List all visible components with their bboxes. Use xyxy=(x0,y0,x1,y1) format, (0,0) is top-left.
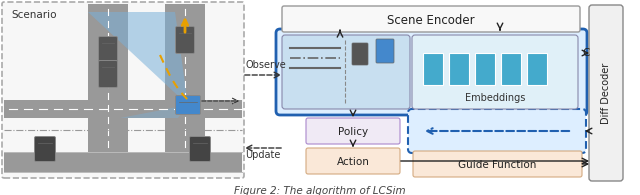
Text: Figure 2: The algorithm of LCSim: Figure 2: The algorithm of LCSim xyxy=(234,186,406,195)
Bar xyxy=(4,100,242,118)
Text: Guide Function: Guide Function xyxy=(458,160,537,170)
FancyBboxPatch shape xyxy=(413,151,582,177)
Polygon shape xyxy=(120,105,188,118)
FancyBboxPatch shape xyxy=(175,27,195,53)
Text: Update: Update xyxy=(245,150,280,160)
FancyBboxPatch shape xyxy=(408,109,586,153)
Text: Action: Action xyxy=(337,157,369,167)
FancyBboxPatch shape xyxy=(527,53,547,85)
FancyBboxPatch shape xyxy=(2,2,244,178)
FancyBboxPatch shape xyxy=(175,96,200,114)
FancyBboxPatch shape xyxy=(306,118,400,144)
FancyBboxPatch shape xyxy=(412,35,578,109)
Text: Diff Decoder: Diff Decoder xyxy=(601,62,611,124)
FancyBboxPatch shape xyxy=(423,53,443,85)
Polygon shape xyxy=(88,12,188,105)
FancyBboxPatch shape xyxy=(376,39,394,63)
FancyBboxPatch shape xyxy=(449,53,469,85)
Text: Scenario: Scenario xyxy=(11,10,56,20)
Bar xyxy=(88,4,128,152)
Text: C: C xyxy=(582,48,589,58)
Text: Observe: Observe xyxy=(245,60,285,70)
Text: Embeddings: Embeddings xyxy=(465,93,525,103)
FancyBboxPatch shape xyxy=(35,136,56,161)
FancyBboxPatch shape xyxy=(352,43,368,65)
FancyBboxPatch shape xyxy=(276,29,587,115)
FancyBboxPatch shape xyxy=(475,53,495,85)
FancyBboxPatch shape xyxy=(189,136,211,161)
FancyBboxPatch shape xyxy=(501,53,521,85)
FancyBboxPatch shape xyxy=(99,36,118,64)
FancyBboxPatch shape xyxy=(306,148,400,174)
FancyBboxPatch shape xyxy=(282,35,410,109)
FancyBboxPatch shape xyxy=(282,6,580,32)
FancyBboxPatch shape xyxy=(99,60,118,88)
Text: Policy: Policy xyxy=(338,127,368,137)
Text: Scene Encoder: Scene Encoder xyxy=(387,13,475,27)
Bar xyxy=(4,152,242,172)
FancyBboxPatch shape xyxy=(589,5,623,181)
Bar xyxy=(165,4,205,152)
